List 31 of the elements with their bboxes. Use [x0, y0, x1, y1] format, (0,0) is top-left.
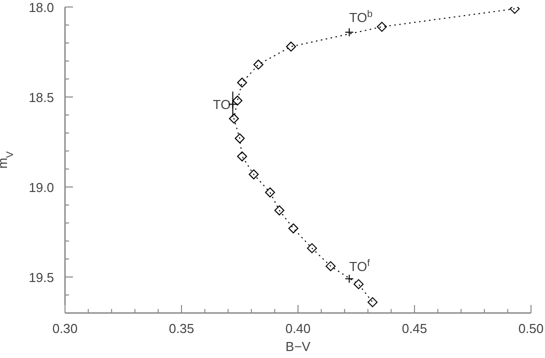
point: [253, 60, 264, 70]
point: [265, 187, 276, 198]
annotation: TO$^{f}$: [349, 257, 370, 274]
point: [344, 28, 354, 37]
point: [354, 279, 364, 290]
point: [344, 274, 354, 284]
point: [232, 96, 242, 106]
x-tick-label: 0.35: [168, 321, 194, 336]
x-tick-label: 0.30: [52, 321, 78, 336]
x-axis-title: B−V: [286, 339, 311, 354]
point: [376, 22, 387, 32]
point: [286, 42, 296, 52]
y-tick-label: 18.0: [28, 0, 54, 15]
annotation: TO: [212, 97, 231, 112]
annotation: TO$^{b}$: [349, 8, 374, 26]
point: [237, 78, 248, 88]
point: [368, 297, 378, 308]
y-tick-label: 18.5: [28, 90, 54, 105]
x-tick-label: 0.40: [285, 321, 311, 336]
point: [306, 243, 317, 254]
y-tick-label: 19.0: [28, 180, 54, 195]
point: [288, 223, 298, 234]
point: [326, 261, 336, 272]
y-tick-label: 19.5: [28, 270, 54, 285]
point: [234, 133, 245, 144]
point: [228, 114, 239, 124]
point: [248, 169, 259, 180]
x-tick-label: 0.45: [402, 321, 428, 336]
x-tick-label: 0.50: [518, 321, 544, 336]
point: [274, 205, 284, 216]
point: [237, 151, 248, 162]
